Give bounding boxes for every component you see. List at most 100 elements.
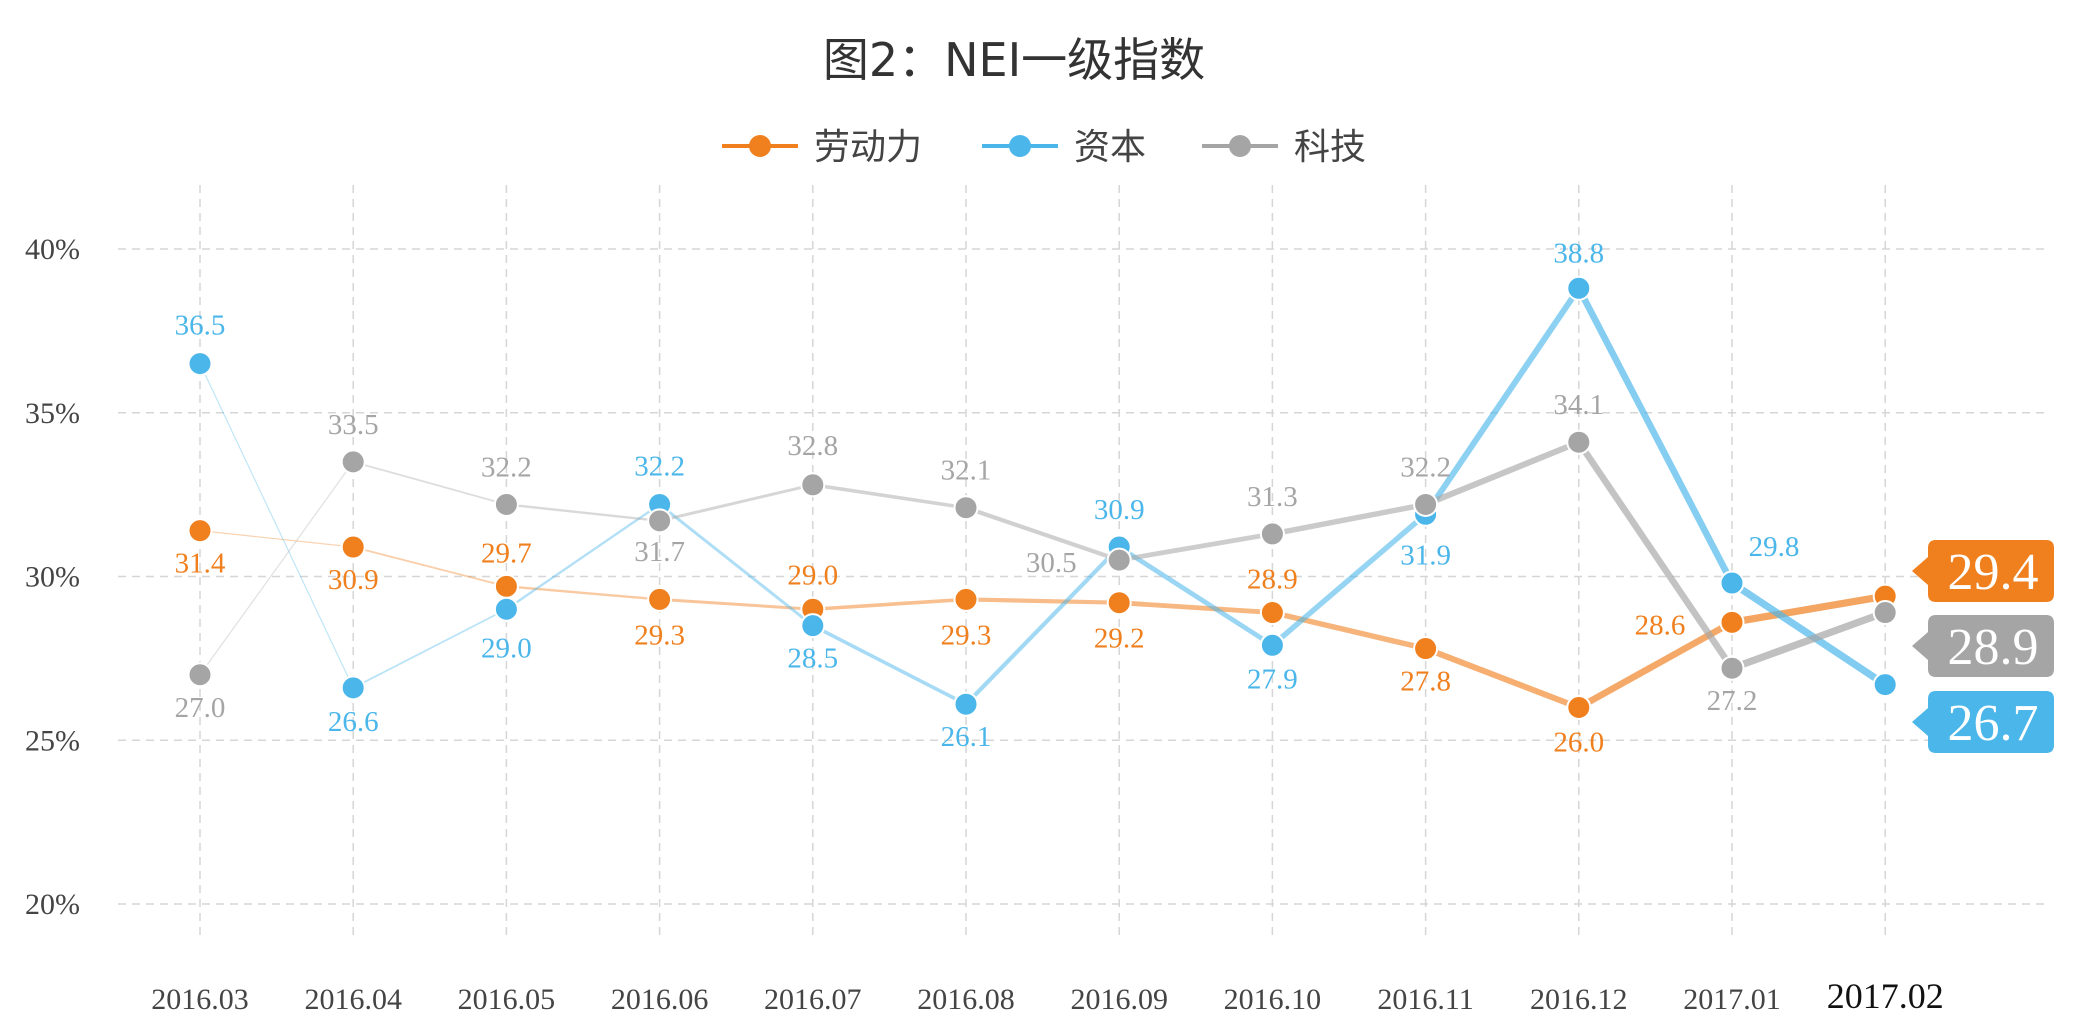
- end-value-tag-label: 29.4: [1948, 544, 2039, 601]
- series-line-segment: [505, 503, 661, 611]
- series-line-segment: [505, 503, 661, 523]
- data-label: 30.5: [1026, 547, 1077, 579]
- data-label: 31.4: [175, 548, 226, 580]
- series-line-segment: [1269, 511, 1429, 648]
- x-tick-label: 2017.01: [1683, 983, 1781, 1016]
- series-line-segment: [658, 597, 815, 611]
- series-line-segment: [1728, 608, 1889, 672]
- data-label: 28.5: [787, 643, 838, 675]
- series-line-segment: [1116, 531, 1275, 563]
- series-line-segment: [658, 502, 815, 628]
- data-point: [1719, 655, 1745, 681]
- y-tick-label: 25%: [25, 724, 80, 757]
- series-line-segment: [199, 461, 354, 676]
- end-value-tag: [1912, 615, 2054, 677]
- series-line-segment: [1269, 501, 1429, 537]
- series-line-segment: [1575, 284, 1736, 587]
- legend-marker: [1229, 135, 1251, 157]
- legend-label: 资本: [1074, 127, 1146, 168]
- x-tick-label: 2016.07: [764, 983, 862, 1016]
- series-line-segment: [352, 460, 508, 506]
- data-label: 26.1: [941, 721, 992, 753]
- series-line-segment: [199, 530, 354, 548]
- data-label: 29.0: [481, 632, 532, 664]
- data-label: 29.2: [1094, 623, 1145, 655]
- data-label: 32.1: [941, 455, 992, 487]
- x-tick-label: 2016.12: [1530, 983, 1628, 1016]
- data-point: [953, 495, 979, 521]
- x-tick-label: 2016.09: [1070, 983, 1168, 1016]
- data-point: [1566, 429, 1592, 455]
- data-label: 27.8: [1400, 666, 1451, 698]
- data-label: 31.9: [1400, 539, 1451, 571]
- legend: 劳动力 资本 科技: [722, 127, 1366, 168]
- x-tick-label: 2016.08: [917, 983, 1015, 1016]
- data-point: [800, 472, 826, 498]
- series-layer: [187, 275, 1898, 720]
- series-line-segment: [1422, 645, 1582, 711]
- end-value-tag-label: 28.9: [1948, 619, 2039, 676]
- data-label: 26.6: [328, 706, 379, 738]
- series-line-segment: [199, 363, 354, 689]
- y-tick-label: 30%: [25, 561, 80, 594]
- data-point: [493, 596, 519, 622]
- data-point: [187, 351, 213, 377]
- series-line-segment: [1728, 592, 1889, 626]
- series-line-segment: [352, 546, 508, 588]
- series-line-segment: [810, 623, 968, 707]
- data-label: 36.5: [175, 310, 226, 342]
- data-point: [953, 586, 979, 612]
- series-line-segment: [810, 597, 968, 612]
- series-line-segment: [505, 585, 661, 601]
- data-label: 27.2: [1707, 685, 1758, 717]
- data-point: [1413, 491, 1439, 517]
- data-label: 31.3: [1247, 481, 1298, 513]
- series-line-segment: [963, 597, 1122, 605]
- x-axis: 2016.03 2016.04 2016.05 2016.06 2016.07 2016.…: [151, 976, 1943, 1016]
- series-line-segment: [658, 483, 815, 523]
- x-tick-label: 2017.02: [1827, 976, 1944, 1016]
- data-label: 32.8: [787, 430, 838, 462]
- legend-marker: [1009, 135, 1031, 157]
- x-tick-label: 2016.03: [151, 983, 249, 1016]
- y-axis: 20% 25% 30% 35% 40%: [25, 233, 80, 921]
- data-label: 28.6: [1635, 609, 1686, 641]
- data-point: [1259, 521, 1285, 547]
- end-value-tag: [1912, 540, 2054, 602]
- data-point: [1566, 275, 1592, 301]
- data-point: [187, 662, 213, 688]
- data-point: [647, 586, 673, 612]
- data-point: [340, 675, 366, 701]
- series-line-segment: [1269, 609, 1429, 652]
- data-label: 32.2: [634, 450, 685, 482]
- data-label: 29.3: [941, 619, 992, 651]
- y-tick-label: 40%: [25, 233, 80, 266]
- data-label: 30.9: [1094, 494, 1145, 526]
- x-tick-label: 2016.05: [458, 983, 556, 1016]
- data-point: [647, 508, 673, 534]
- data-label: 29.3: [634, 619, 685, 651]
- data-label: 28.9: [1247, 564, 1298, 596]
- data-point: [340, 449, 366, 475]
- series-line-segment: [1422, 285, 1582, 518]
- series-line-segment: [963, 544, 1122, 707]
- data-point: [1106, 547, 1132, 573]
- series-line-segment: [1575, 619, 1736, 711]
- data-point: [493, 573, 519, 599]
- x-tick-label: 2016.11: [1377, 983, 1473, 1016]
- data-labels: 31.4 30.9 29.7 29.3 29.0 29.3 29.2 28.9 27.8 26.0…: [175, 237, 1800, 758]
- series-line-segment: [352, 608, 508, 689]
- legend-marker: [749, 135, 771, 157]
- x-tick-label: 2016.04: [304, 983, 402, 1016]
- data-point: [953, 691, 979, 717]
- chart-title: 图2：NEI一级指数: [823, 33, 1205, 87]
- data-point: [1106, 590, 1132, 616]
- data-label: 38.8: [1553, 237, 1604, 269]
- data-point: [1872, 672, 1898, 698]
- series-line-segment: [1116, 544, 1275, 648]
- data-label: 33.5: [328, 409, 379, 441]
- data-point: [1872, 600, 1898, 626]
- data-point: [800, 613, 826, 639]
- series-line-segment: [810, 482, 968, 510]
